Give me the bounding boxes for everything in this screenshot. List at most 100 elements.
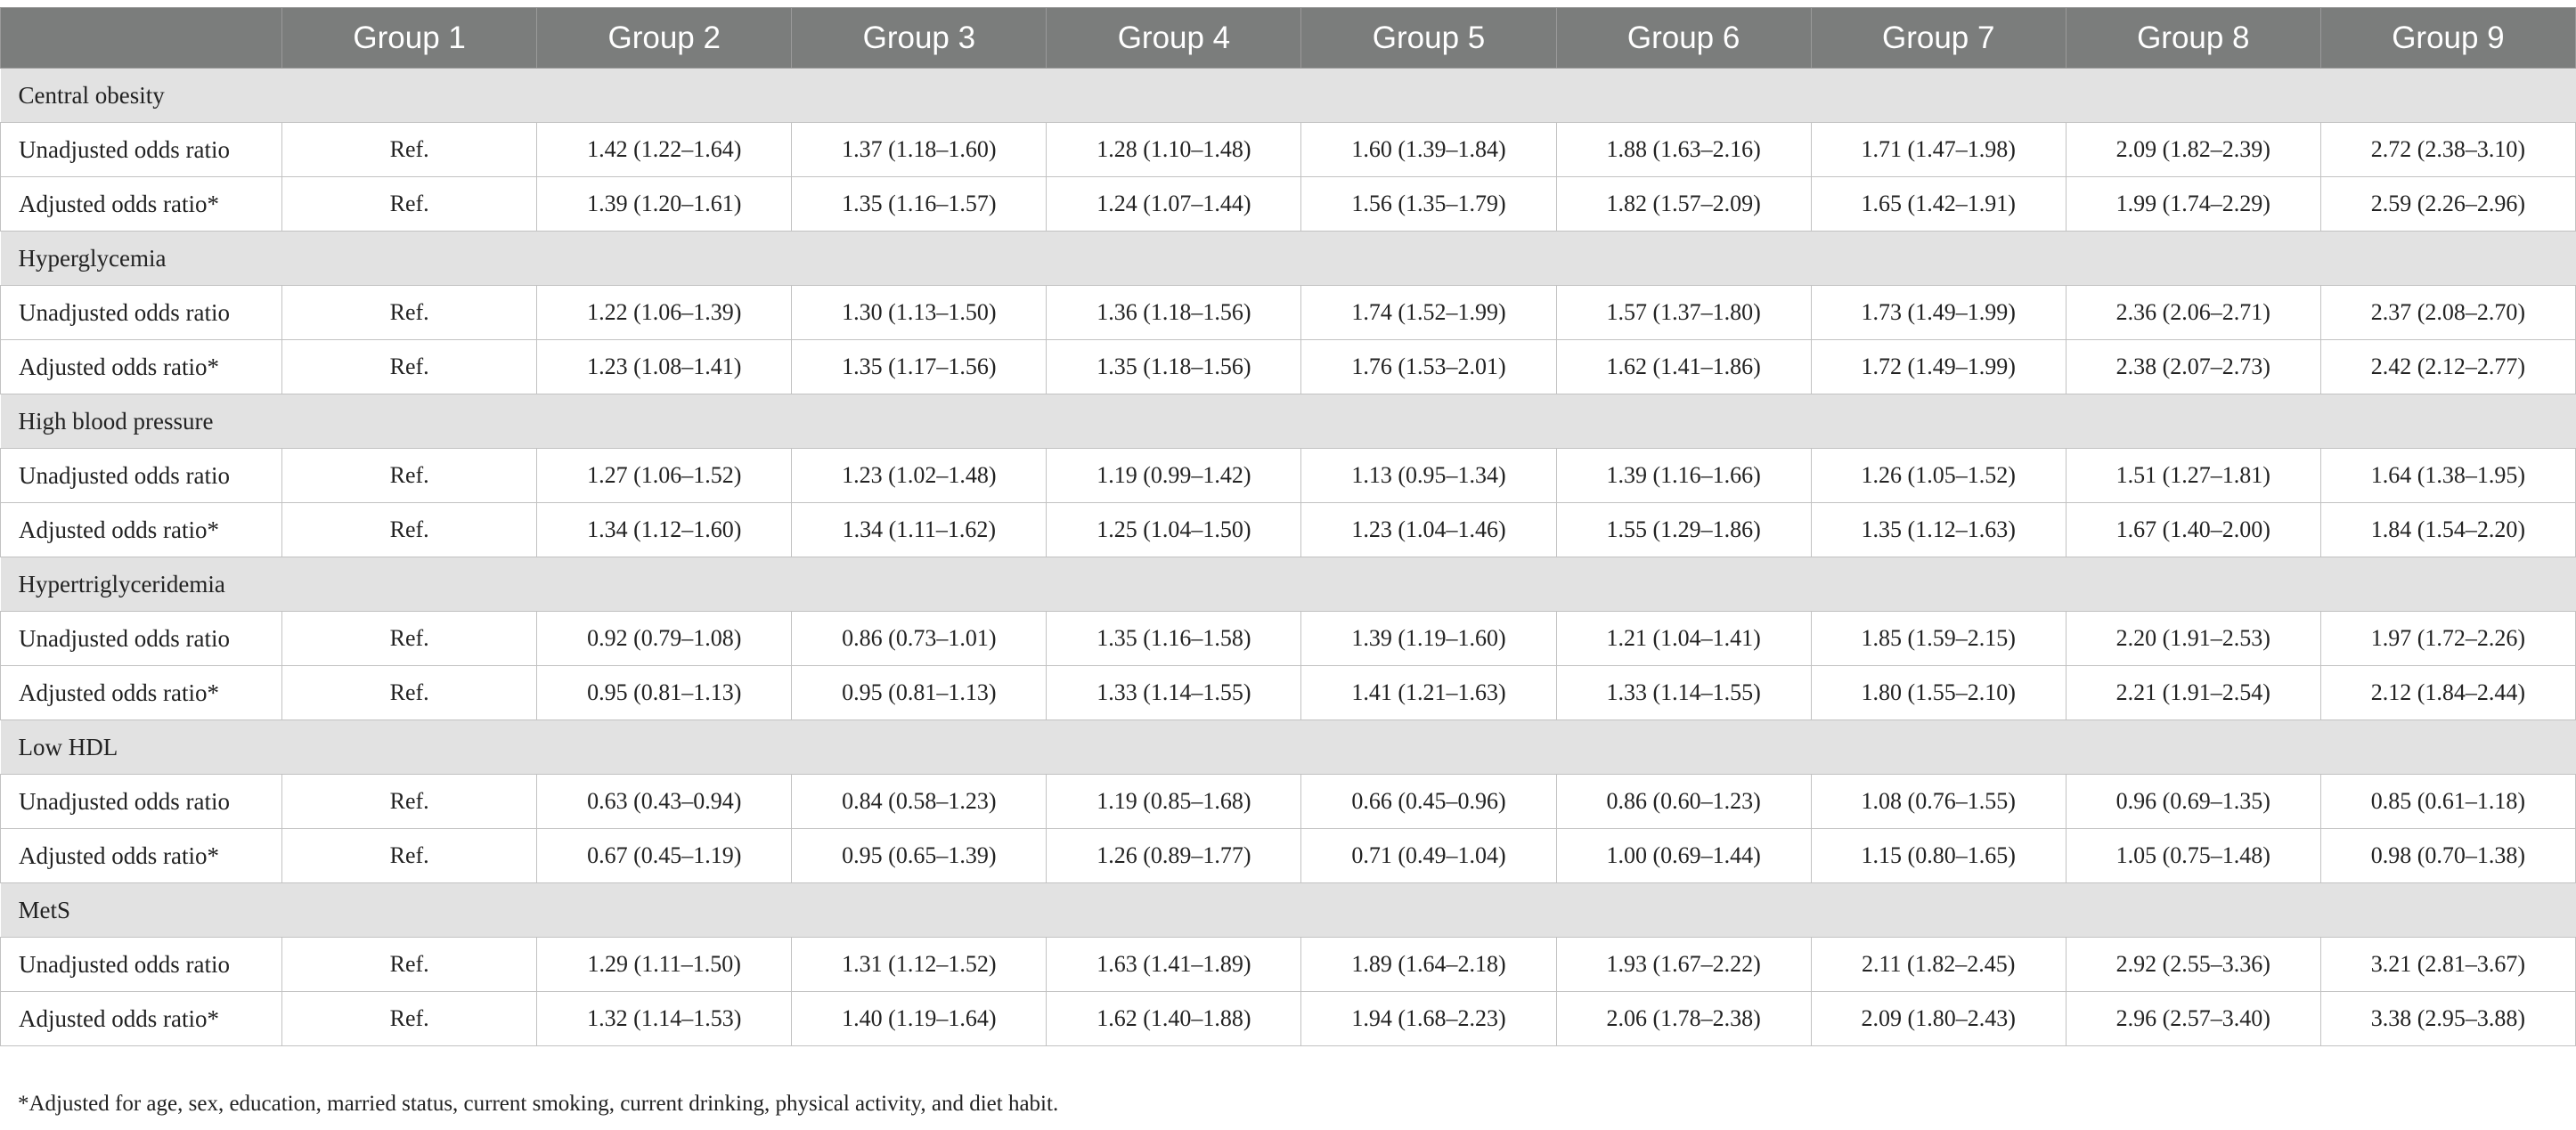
odds-ratio-cell-group-6: 1.55 (1.29–1.86)	[1555, 502, 1812, 557]
odds-ratio-cell-group-6: 1.21 (1.04–1.41)	[1555, 611, 1812, 666]
odds-ratio-cell-group-5: 1.89 (1.64–2.18)	[1300, 937, 1557, 992]
odds-ratio-cell-group-3: 1.34 (1.11–1.62)	[791, 502, 1048, 557]
odds-ratio-cell-group-9: 0.98 (0.70–1.38)	[2319, 828, 2576, 883]
odds-ratio-cell-group-7: 2.11 (1.82–2.45)	[1810, 937, 2067, 992]
header-group-8: Group 8	[2065, 7, 2321, 69]
row-label: Unadjusted odds ratio	[0, 448, 283, 503]
section-header-row: Hypertriglyceridemia	[0, 557, 2576, 612]
odds-ratio-cell-group-6: 2.06 (1.78–2.38)	[1555, 991, 1812, 1046]
odds-ratio-cell-group-4: 1.36 (1.18–1.56)	[1046, 285, 1302, 340]
section-title: Central obesity	[0, 68, 2576, 123]
odds-ratio-cell-group-6: 1.33 (1.14–1.55)	[1555, 665, 1812, 720]
header-group-7: Group 7	[1810, 7, 2067, 69]
odds-ratio-cell-group-3: 1.35 (1.16–1.57)	[791, 176, 1048, 232]
odds-ratio-cell-group-3: 0.95 (0.65–1.39)	[791, 828, 1048, 883]
odds-ratio-cell-group-9: 2.37 (2.08–2.70)	[2319, 285, 2576, 340]
odds-ratio-cell-group-6: 1.82 (1.57–2.09)	[1555, 176, 1812, 232]
odds-ratio-cell-group-3: 0.84 (0.58–1.23)	[791, 774, 1048, 829]
table-footnote: *Adjusted for age, sex, education, marri…	[18, 1092, 1059, 1116]
odds-ratio-cell-group-9: 2.72 (2.38–3.10)	[2319, 122, 2576, 177]
odds-ratio-cell-group-3: 1.35 (1.17–1.56)	[791, 339, 1048, 394]
odds-ratio-cell-group-9: 1.64 (1.38–1.95)	[2319, 448, 2576, 503]
odds-ratio-cell-group-3: 1.40 (1.19–1.64)	[791, 991, 1048, 1046]
row-label: Adjusted odds ratio*	[0, 665, 283, 720]
section-header-row: MetS	[0, 882, 2576, 938]
odds-ratio-cell-group-4: 1.24 (1.07–1.44)	[1046, 176, 1302, 232]
odds-ratio-cell-group-2: 1.39 (1.20–1.61)	[536, 176, 793, 232]
header-corner-cell	[0, 7, 283, 69]
header-group-4: Group 4	[1046, 7, 1302, 69]
header-group-5: Group 5	[1300, 7, 1557, 69]
row-label: Unadjusted odds ratio	[0, 122, 283, 177]
section-header-row: Low HDL	[0, 719, 2576, 775]
odds-ratio-table-container: Group 1 Group 2 Group 3 Group 4 Group 5 …	[0, 7, 2576, 1046]
table-row: Adjusted odds ratio* Ref. 1.23 (1.08–1.41)…	[0, 339, 2576, 394]
table-row: Unadjusted odds ratio Ref. 0.92 (0.79–1.08…	[0, 611, 2576, 666]
odds-ratio-cell-group-1: Ref.	[281, 339, 538, 394]
odds-ratio-cell-group-1: Ref.	[281, 774, 538, 829]
odds-ratio-cell-group-7: 1.73 (1.49–1.99)	[1810, 285, 2067, 340]
header-group-9: Group 9	[2319, 7, 2576, 69]
row-label: Adjusted odds ratio*	[0, 502, 283, 557]
odds-ratio-cell-group-6: 1.57 (1.37–1.80)	[1555, 285, 1812, 340]
odds-ratio-cell-group-1: Ref.	[281, 611, 538, 666]
header-group-6: Group 6	[1555, 7, 1812, 69]
row-label: Unadjusted odds ratio	[0, 285, 283, 340]
odds-ratio-cell-group-7: 2.09 (1.80–2.43)	[1810, 991, 2067, 1046]
odds-ratio-cell-group-4: 1.35 (1.18–1.56)	[1046, 339, 1302, 394]
odds-ratio-cell-group-1: Ref.	[281, 122, 538, 177]
row-label: Unadjusted odds ratio	[0, 937, 283, 992]
row-label: Adjusted odds ratio*	[0, 176, 283, 232]
odds-ratio-cell-group-7: 1.65 (1.42–1.91)	[1810, 176, 2067, 232]
odds-ratio-cell-group-6: 1.00 (0.69–1.44)	[1555, 828, 1812, 883]
odds-ratio-cell-group-8: 2.96 (2.57–3.40)	[2065, 991, 2321, 1046]
odds-ratio-cell-group-4: 1.19 (0.99–1.42)	[1046, 448, 1302, 503]
odds-ratio-cell-group-7: 1.72 (1.49–1.99)	[1810, 339, 2067, 394]
odds-ratio-cell-group-2: 0.67 (0.45–1.19)	[536, 828, 793, 883]
odds-ratio-cell-group-2: 1.23 (1.08–1.41)	[536, 339, 793, 394]
odds-ratio-cell-group-8: 0.96 (0.69–1.35)	[2065, 774, 2321, 829]
odds-ratio-cell-group-4: 1.28 (1.10–1.48)	[1046, 122, 1302, 177]
odds-ratio-cell-group-2: 1.32 (1.14–1.53)	[536, 991, 793, 1046]
odds-ratio-cell-group-6: 1.88 (1.63–2.16)	[1555, 122, 1812, 177]
section-header-row: High blood pressure	[0, 394, 2576, 449]
row-label: Adjusted odds ratio*	[0, 339, 283, 394]
odds-ratio-cell-group-7: 1.71 (1.47–1.98)	[1810, 122, 2067, 177]
odds-ratio-cell-group-5: 1.41 (1.21–1.63)	[1300, 665, 1557, 720]
odds-ratio-cell-group-2: 0.92 (0.79–1.08)	[536, 611, 793, 666]
row-label: Unadjusted odds ratio	[0, 611, 283, 666]
odds-ratio-cell-group-5: 1.60 (1.39–1.84)	[1300, 122, 1557, 177]
odds-ratio-cell-group-5: 1.56 (1.35–1.79)	[1300, 176, 1557, 232]
odds-ratio-cell-group-2: 1.29 (1.11–1.50)	[536, 937, 793, 992]
odds-ratio-cell-group-4: 1.35 (1.16–1.58)	[1046, 611, 1302, 666]
row-label: Unadjusted odds ratio	[0, 774, 283, 829]
odds-ratio-cell-group-8: 2.36 (2.06–2.71)	[2065, 285, 2321, 340]
odds-ratio-cell-group-8: 2.20 (1.91–2.53)	[2065, 611, 2321, 666]
header-group-3: Group 3	[791, 7, 1048, 69]
odds-ratio-cell-group-4: 1.26 (0.89–1.77)	[1046, 828, 1302, 883]
odds-ratio-cell-group-6: 1.62 (1.41–1.86)	[1555, 339, 1812, 394]
odds-ratio-cell-group-1: Ref.	[281, 285, 538, 340]
table-row: Unadjusted odds ratio Ref. 1.22 (1.06–1.39…	[0, 285, 2576, 340]
odds-ratio-cell-group-9: 2.59 (2.26–2.96)	[2319, 176, 2576, 232]
odds-ratio-cell-group-8: 2.92 (2.55–3.36)	[2065, 937, 2321, 992]
odds-ratio-cell-group-5: 0.66 (0.45–0.96)	[1300, 774, 1557, 829]
odds-ratio-cell-group-5: 1.76 (1.53–2.01)	[1300, 339, 1557, 394]
row-label: Adjusted odds ratio*	[0, 991, 283, 1046]
odds-ratio-cell-group-8: 1.51 (1.27–1.81)	[2065, 448, 2321, 503]
odds-ratio-cell-group-9: 2.42 (2.12–2.77)	[2319, 339, 2576, 394]
odds-ratio-cell-group-4: 1.19 (0.85–1.68)	[1046, 774, 1302, 829]
odds-ratio-cell-group-6: 1.93 (1.67–2.22)	[1555, 937, 1812, 992]
table-header: Group 1 Group 2 Group 3 Group 4 Group 5 …	[0, 7, 2576, 69]
header-group-1: Group 1	[281, 7, 538, 69]
odds-ratio-cell-group-7: 1.35 (1.12–1.63)	[1810, 502, 2067, 557]
section-header-row: Hyperglycemia	[0, 231, 2576, 286]
odds-ratio-cell-group-2: 1.42 (1.22–1.64)	[536, 122, 793, 177]
odds-ratio-cell-group-9: 2.12 (1.84–2.44)	[2319, 665, 2576, 720]
odds-ratio-cell-group-5: 1.13 (0.95–1.34)	[1300, 448, 1557, 503]
odds-ratio-cell-group-9: 3.21 (2.81–3.67)	[2319, 937, 2576, 992]
table-row: Adjusted odds ratio* Ref. 0.67 (0.45–1.19)…	[0, 828, 2576, 883]
odds-ratio-cell-group-2: 1.27 (1.06–1.52)	[536, 448, 793, 503]
odds-ratio-cell-group-5: 1.23 (1.04–1.46)	[1300, 502, 1557, 557]
odds-ratio-cell-group-7: 1.80 (1.55–2.10)	[1810, 665, 2067, 720]
